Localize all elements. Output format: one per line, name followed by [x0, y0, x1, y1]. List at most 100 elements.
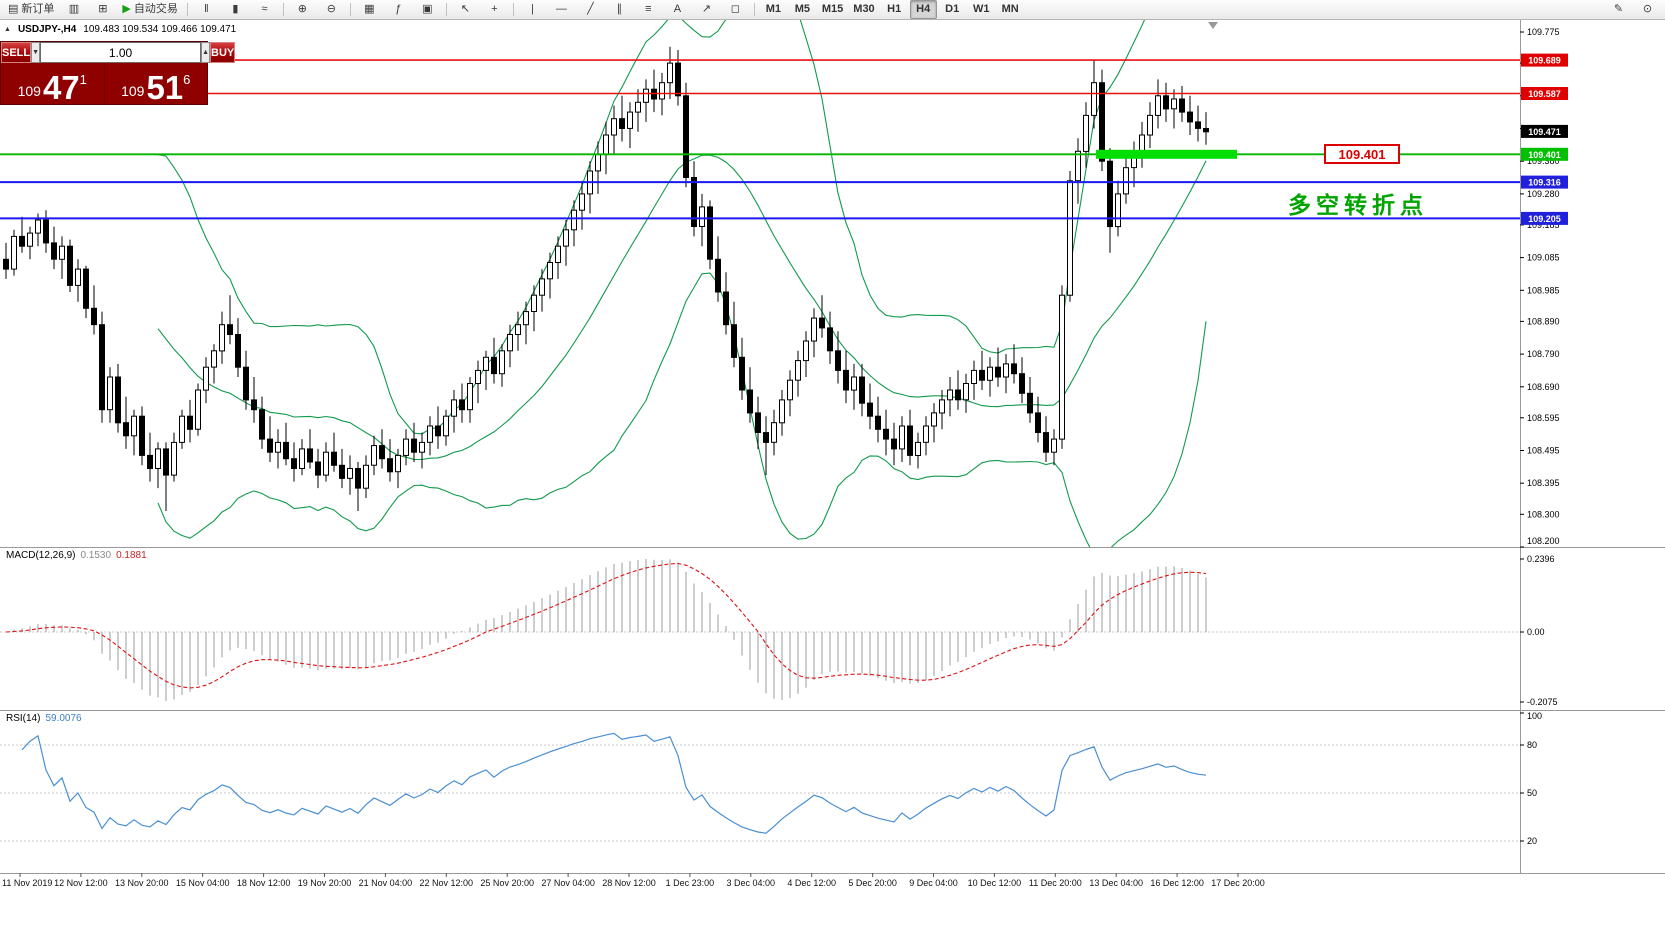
macd-plot[interactable] — [0, 559, 1520, 701]
macd-signal-line — [5, 563, 1207, 689]
svg-text:1 Dec 23:00: 1 Dec 23:00 — [666, 878, 715, 888]
rsi-plot[interactable] — [0, 732, 1520, 842]
tf-mn-button[interactable]: MN — [997, 0, 1024, 19]
tf-m1-button[interactable]: M1 — [760, 0, 787, 19]
volume-down-button[interactable]: ▼ — [31, 42, 41, 63]
svg-text:20: 20 — [1527, 836, 1537, 846]
buy-button[interactable]: BUY — [210, 42, 236, 63]
bar-chart-button[interactable]: ‖ — [193, 0, 220, 19]
turning-point-annotation[interactable]: 多空转折点 — [1288, 192, 1428, 218]
line-chart-button[interactable]: ≈ — [251, 0, 278, 19]
svg-text:109.471: 109.471 — [1528, 127, 1561, 137]
tf-m5-button[interactable]: M5 — [789, 0, 816, 19]
svg-text:12 Nov 12:00: 12 Nov 12:00 — [54, 878, 108, 888]
equidistant-channel-button[interactable]: ∥ — [606, 0, 633, 19]
crosshair-button[interactable]: + — [481, 0, 508, 19]
tf-h1-button[interactable]: H1 — [881, 0, 908, 19]
svg-text:9 Dec 04:00: 9 Dec 04:00 — [909, 878, 958, 888]
svg-text:108.690: 108.690 — [1527, 382, 1560, 392]
new-order-button[interactable]: ▤ 新订单 — [4, 0, 58, 19]
price-badge — [1521, 211, 1568, 225]
template-icon: ▣ — [422, 3, 433, 15]
sell-button[interactable]: SELL — [1, 42, 32, 63]
sell-price[interactable]: 109 47 1 — [1, 63, 105, 104]
cursor-button[interactable]: ↖ — [452, 0, 479, 19]
main-plot[interactable] — [0, 0, 1520, 556]
fibonacci-button[interactable]: ≡ — [635, 0, 662, 19]
price-badge — [1521, 147, 1568, 161]
toolbar-separator — [282, 3, 284, 16]
svg-text:17 Dec 20:00: 17 Dec 20:00 — [1211, 878, 1265, 888]
time-axis[interactable]: 11 Nov 2019 12 Nov 12:00 13 Nov 20:00 15 No… — [2, 873, 1265, 888]
tf-m5-label: M5 — [794, 3, 811, 15]
indicator-list-button[interactable]: ƒ — [385, 0, 412, 19]
macd-histogram — [13, 559, 1207, 701]
vertical-line-button[interactable]: | — [519, 0, 546, 19]
svg-text:109.205: 109.205 — [1528, 214, 1561, 224]
svg-text:19 Nov 20:00: 19 Nov 20:00 — [298, 878, 352, 888]
zoom-out-button[interactable]: ⊖ — [318, 0, 345, 19]
candlestick-chart-icon: ▮ — [232, 3, 239, 15]
svg-text:21 Nov 04:00: 21 Nov 04:00 — [359, 878, 413, 888]
svg-text:108.200: 108.200 — [1527, 536, 1560, 546]
collapse-chart-icon[interactable]: ▲ — [4, 26, 11, 33]
price-annotation[interactable]: 109.401 — [1324, 144, 1400, 164]
zoom-in-button[interactable]: ⊕ — [289, 0, 316, 19]
text-label-button[interactable]: A — [664, 0, 691, 19]
toolbar-separator — [445, 3, 447, 16]
svg-text:0.00: 0.00 — [1527, 627, 1545, 637]
trade-panel-prices: 109 47 1 109 51 6 — [1, 63, 207, 104]
highlight-segment[interactable] — [1096, 149, 1237, 159]
chart-print-button[interactable]: ▥ — [60, 0, 87, 19]
svg-text:4 Dec 12:00: 4 Dec 12:00 — [787, 878, 836, 888]
arrow-object-button[interactable]: ↗ — [693, 0, 720, 19]
tf-d1-button[interactable]: D1 — [939, 0, 966, 19]
tf-w1-button[interactable]: W1 — [968, 0, 995, 19]
buy-price[interactable]: 109 51 6 — [121, 68, 191, 106]
svg-text:25 Nov 20:00: 25 Nov 20:00 — [480, 878, 534, 888]
new-order-icon: ▤ — [8, 3, 19, 15]
arrow-object-icon: ↗ — [701, 3, 711, 15]
tf-d1-label: D1 — [945, 3, 960, 15]
svg-text:16 Dec 12:00: 16 Dec 12:00 — [1150, 878, 1204, 888]
volume-input[interactable] — [40, 42, 202, 63]
data-window-icon: ⊞ — [98, 3, 108, 15]
shapes-button[interactable]: ◻ — [722, 0, 749, 19]
svg-text:5 Dec 20:00: 5 Dec 20:00 — [848, 878, 897, 888]
trendline-button[interactable]: ╱ — [577, 0, 604, 19]
cursor-icon: ↖ — [460, 3, 470, 15]
zoom-in-icon: ⊕ — [297, 3, 307, 15]
template-button[interactable]: ▣ — [414, 0, 441, 19]
price-badge — [1521, 53, 1568, 67]
tf-m1-label: M1 — [765, 3, 782, 15]
edit-pointer-icon: ✎ — [1613, 3, 1624, 15]
volume-up-button[interactable]: ▲ — [201, 42, 210, 63]
macd-label: MACD(12,26,9) 0.1530 0.1881 — [6, 550, 147, 561]
edit-pointer-button[interactable]: ✎ — [1605, 0, 1632, 19]
horizontal-line-icon: ― — [555, 3, 567, 15]
shapes-icon: ◻ — [730, 3, 740, 15]
svg-text:27 Nov 04:00: 27 Nov 04:00 — [541, 878, 595, 888]
price-axis[interactable]: 109.775109.680109.580109.480109.380109.2… — [1520, 27, 1568, 846]
main-toolbar: ▤ 新订单 ▥ ⊞ ▶ 自动交易 ‖ ▮ ≈ ⊕ ⊖ ▦ ƒ ▣ ↖ + | ― ╱ ∥ ≡ A ↗ ◻ M1 M5 M15 M30 H… — [0, 0, 1665, 20]
chart-shift-marker-icon[interactable] — [1208, 22, 1218, 29]
horizontal-line-button[interactable]: ― — [548, 0, 575, 19]
svg-text:109.085: 109.085 — [1527, 253, 1560, 263]
svg-text:13 Nov 20:00: 13 Nov 20:00 — [115, 878, 169, 888]
data-window-button[interactable]: ⊞ — [89, 0, 116, 19]
svg-text:108.790: 108.790 — [1527, 349, 1560, 359]
candlestick-chart-button[interactable]: ▮ — [222, 0, 249, 19]
bar-chart-icon: ‖ — [204, 3, 209, 15]
svg-text:109.689: 109.689 — [1528, 56, 1561, 66]
options-button[interactable]: ⊙ — [1634, 0, 1661, 19]
tf-m30-button[interactable]: M30 — [849, 0, 878, 19]
tf-h4-button[interactable]: H4 — [909, 0, 937, 19]
tf-h4-label: H4 — [916, 3, 931, 15]
equidistant-channel-icon: ∥ — [616, 3, 623, 15]
auto-trading-button[interactable]: ▶ 自动交易 — [118, 0, 181, 19]
options-icon: ⊙ — [1642, 3, 1653, 15]
tile-windows-button[interactable]: ▦ — [356, 0, 383, 19]
tf-m15-button[interactable]: M15 — [818, 0, 847, 19]
